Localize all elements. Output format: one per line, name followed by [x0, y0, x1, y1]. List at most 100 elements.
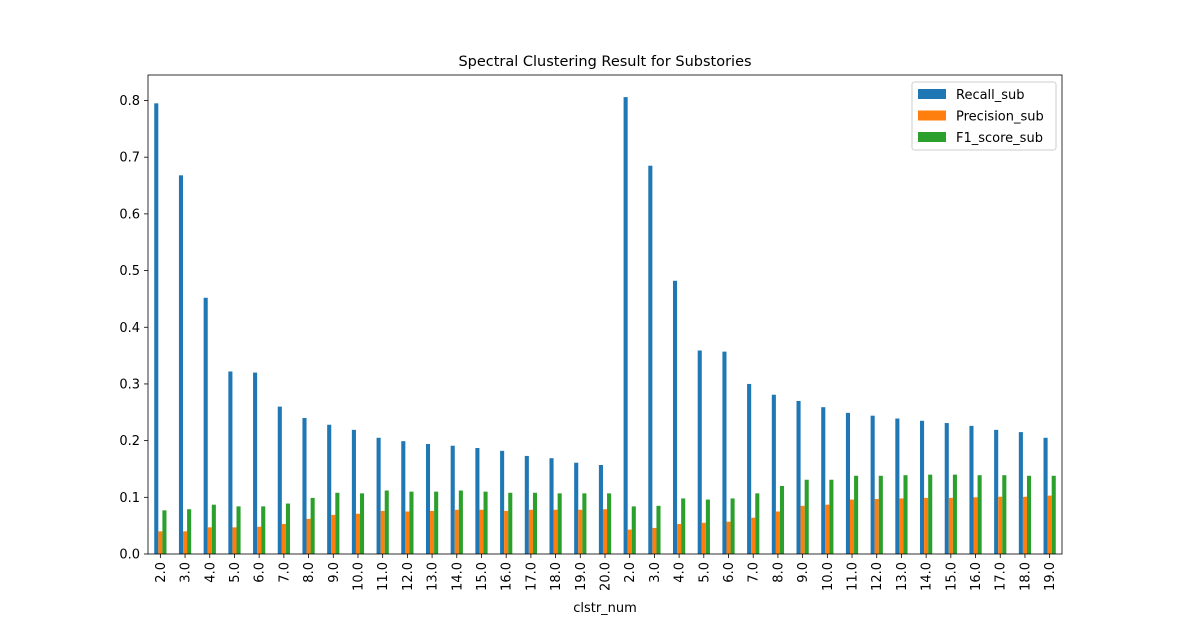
bar-precision-sub-17 [578, 509, 583, 554]
x-tick-label: 2.0 [154, 562, 169, 583]
bar-f1-score-sub-26 [804, 479, 809, 554]
y-tick-label: 0.8 [119, 94, 140, 109]
bar-recall-sub-25 [771, 394, 776, 554]
bar-recall-sub-28 [845, 412, 850, 554]
bar-precision-sub-4 [257, 526, 262, 554]
bar-precision-sub-12 [454, 509, 459, 554]
bar-f1-score-sub-22 [705, 499, 710, 554]
bars-layer [154, 97, 1056, 555]
x-tick-label: 7.0 [277, 562, 292, 583]
bar-precision-sub-18 [602, 509, 608, 554]
bar-precision-sub-27 [825, 504, 830, 554]
bar-recall-sub-29 [870, 415, 875, 554]
x-tick-label: 18.0 [549, 562, 564, 591]
bar-precision-sub-35 [1022, 496, 1027, 554]
bar-f1-score-sub-27 [829, 479, 834, 554]
bar-f1-score-sub-0 [162, 510, 167, 554]
bar-precision-sub-22 [701, 522, 706, 554]
y-tick-label: 0.7 [119, 151, 140, 166]
bar-f1-score-sub-28 [854, 475, 859, 554]
x-tick-label: 16.0 [969, 562, 984, 591]
x-tick-label: 18.0 [1018, 562, 1033, 591]
x-tick-label: 10.0 [351, 562, 366, 591]
bar-f1-score-sub-3 [236, 506, 241, 554]
bar-precision-sub-19 [627, 529, 632, 554]
bar-precision-sub-15 [528, 509, 533, 554]
bar-recall-sub-8 [351, 429, 356, 554]
bar-f1-score-sub-14 [508, 492, 513, 554]
bar-recall-sub-20 [648, 165, 653, 554]
bar-precision-sub-29 [874, 499, 879, 554]
y-tick-label: 0.4 [119, 321, 140, 336]
bar-f1-score-sub-11 [434, 491, 439, 554]
bar-recall-sub-18 [598, 465, 603, 554]
bar-precision-sub-23 [726, 521, 731, 554]
bar-f1-score-sub-25 [779, 485, 785, 554]
bar-precision-sub-20 [652, 527, 657, 554]
bar-f1-score-sub-9 [384, 490, 389, 554]
bar-precision-sub-6 [306, 518, 311, 554]
bar-precision-sub-21 [677, 523, 682, 554]
bar-f1-score-sub-29 [878, 475, 883, 554]
bar-precision-sub-25 [775, 511, 780, 554]
bar-recall-sub-2 [203, 297, 208, 554]
legend-label-precision-sub: Precision_sub [956, 110, 1044, 125]
legend: Recall_sub Precision_sub F1_score_sub [911, 81, 1057, 151]
bar-recall-sub-36 [1043, 437, 1048, 554]
bar-precision-sub-13 [479, 509, 484, 554]
x-tick-label: 5.0 [697, 562, 712, 583]
bar-precision-sub-10 [405, 511, 410, 554]
bar-f1-score-sub-19 [631, 506, 636, 554]
bar-f1-score-sub-21 [681, 498, 686, 554]
bar-f1-score-sub-4 [261, 506, 266, 554]
x-tick-label: 4.0 [673, 562, 688, 583]
bar-recall-sub-4 [253, 372, 258, 554]
bar-recall-sub-22 [697, 350, 702, 554]
bar-recall-sub-14 [500, 450, 505, 554]
bar-recall-sub-7 [327, 424, 332, 554]
bar-f1-score-sub-16 [557, 493, 562, 554]
bar-f1-score-sub-20 [656, 505, 661, 554]
x-tick-label: 3.0 [648, 562, 663, 583]
x-tick-label: 14.0 [450, 562, 465, 591]
bar-precision-sub-16 [553, 509, 558, 554]
bar-f1-score-sub-5 [285, 503, 290, 554]
legend-box [911, 81, 1057, 151]
bar-f1-score-sub-30 [903, 475, 908, 554]
bar-f1-score-sub-8 [360, 493, 365, 554]
bar-f1-score-sub-23 [730, 498, 735, 554]
bar-f1-score-sub-12 [458, 490, 463, 554]
x-tick-label: 14.0 [920, 562, 935, 591]
legend-label-recall-sub: Recall_sub [956, 88, 1025, 103]
bar-recall-sub-11 [425, 444, 431, 554]
x-tick-label: 17.0 [524, 562, 539, 591]
bar-precision-sub-30 [899, 498, 904, 554]
bar-f1-score-sub-17 [582, 493, 587, 554]
x-tick-label: 9.0 [796, 562, 811, 583]
bar-f1-score-sub-34 [1002, 475, 1007, 554]
legend-swatch-recall-sub [918, 89, 946, 99]
x-tick-label: 8.0 [302, 562, 317, 583]
x-axis-label: clstr_num [573, 601, 637, 616]
x-tick-label: 19.0 [1043, 562, 1058, 591]
x-tick-label: 11.0 [846, 562, 861, 591]
bar-precision-sub-7 [331, 514, 336, 554]
plot-frame [147, 74, 1063, 555]
x-tick-label: 4.0 [203, 562, 218, 583]
bar-recall-sub-0 [154, 103, 159, 554]
chart-title: Spectral Clustering Result for Substorie… [458, 54, 751, 70]
bar-precision-sub-26 [800, 505, 805, 554]
bar-f1-score-sub-13 [483, 491, 488, 554]
bar-recall-sub-9 [376, 437, 381, 554]
bar-f1-score-sub-31 [928, 474, 933, 554]
x-tick-label: 13.0 [895, 562, 910, 591]
bar-recall-sub-30 [895, 418, 900, 554]
bar-recall-sub-21 [672, 280, 678, 554]
bar-f1-score-sub-18 [607, 493, 612, 554]
x-tick-label: 6.0 [253, 562, 268, 583]
bar-recall-sub-12 [450, 445, 455, 554]
bar-f1-score-sub-36 [1051, 475, 1056, 554]
bar-recall-sub-19 [623, 97, 628, 555]
bar-recall-sub-1 [178, 175, 184, 554]
x-tick-label: 3.0 [179, 562, 194, 583]
